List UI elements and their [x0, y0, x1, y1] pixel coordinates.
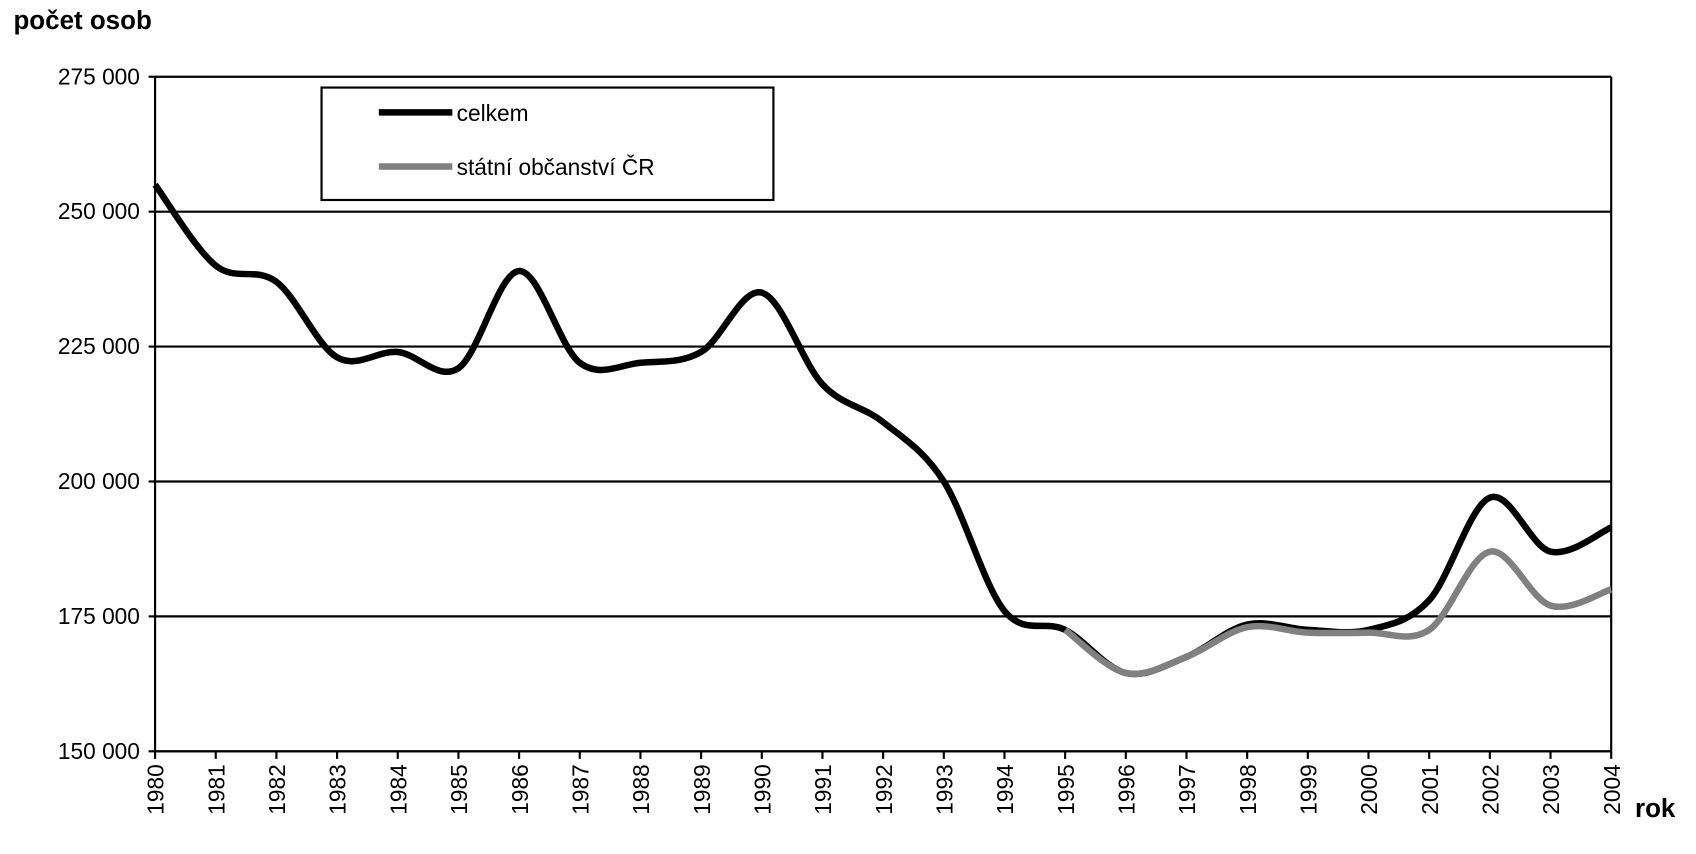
x-tick-label: 1999 [1295, 764, 1321, 814]
x-tick-label: 1988 [628, 764, 654, 814]
y-tick-label: 250 000 [58, 198, 140, 224]
x-tick-label: 1995 [1053, 764, 1079, 814]
x-tick-label: 1998 [1235, 764, 1261, 814]
y-axis-label: počet osob [13, 7, 151, 35]
x-tick-label: 1983 [325, 764, 351, 814]
x-tick-label: 1990 [749, 764, 775, 814]
x-tick-label: 1985 [446, 764, 472, 814]
x-tick-label: 2001 [1417, 764, 1443, 814]
x-tick-label: 1993 [931, 764, 957, 814]
line-series [152, 182, 1613, 678]
x-tick-label: 2004 [1599, 764, 1625, 814]
line-series [1063, 548, 1613, 678]
legend-box [320, 86, 775, 202]
y-tick-label: 150 000 [58, 738, 140, 764]
x-tick-label: 1982 [264, 764, 290, 814]
x-tick-label: 2002 [1477, 764, 1503, 814]
x-axis-label: rok [1635, 795, 1676, 823]
y-tick-label: 225 000 [58, 333, 140, 359]
x-tick-label: 1997 [1174, 764, 1200, 814]
x-tick-label: 1981 [203, 764, 229, 814]
y-tick-label: 200 000 [58, 468, 140, 494]
x-tick-label: 2003 [1538, 764, 1564, 814]
x-tick-label: 1991 [810, 764, 836, 814]
x-tick-label: 1986 [507, 764, 533, 814]
legend-label: celkem [457, 100, 529, 126]
x-tick-label: 1994 [992, 764, 1018, 814]
x-tick-label: 1996 [1113, 764, 1139, 814]
x-tick-label: 1984 [385, 764, 411, 814]
x-tick-label: 1989 [689, 764, 715, 814]
x-tick-label: 1992 [871, 764, 897, 814]
y-tick-label: 275 000 [58, 63, 140, 89]
x-tick-label: 2000 [1356, 764, 1382, 814]
x-tick-label: 1980 [143, 764, 169, 814]
legend-label: státní občanství ČR [457, 154, 655, 180]
y-tick-label: 175 000 [58, 603, 140, 629]
x-tick-label: 1987 [567, 764, 593, 814]
